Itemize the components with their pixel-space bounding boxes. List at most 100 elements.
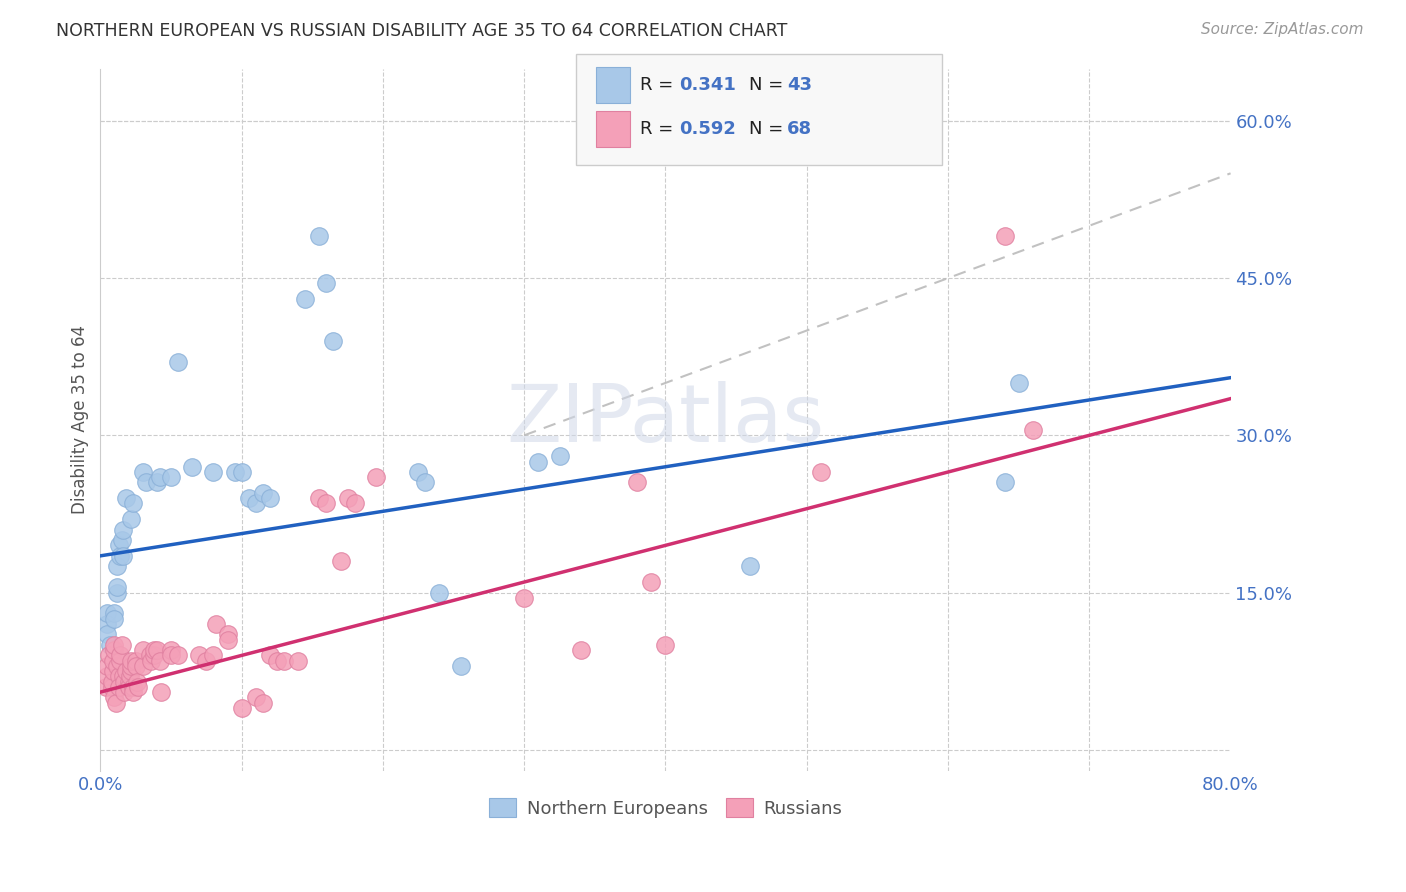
Point (527, 454, 550, 468)
Text: 0.341: 0.341 (679, 76, 735, 94)
Point (626, 475, 648, 490)
Point (259, 491, 281, 506)
Point (315, 277, 337, 291)
Point (329, 554, 352, 568)
Point (252, 696, 274, 710)
Point (238, 491, 260, 506)
Point (101, 664, 124, 678)
Point (217, 627, 239, 641)
Text: N =: N = (749, 76, 789, 94)
Point (112, 674, 135, 689)
Point (105, 585, 128, 599)
Point (111, 669, 134, 683)
Point (96, 659, 118, 673)
Point (245, 690, 267, 705)
Point (231, 701, 253, 715)
Text: 0.592: 0.592 (679, 120, 735, 138)
Point (654, 638, 676, 652)
Point (413, 475, 436, 490)
Point (118, 669, 141, 683)
Point (96, 617, 118, 632)
Point (188, 648, 211, 663)
Point (120, 512, 142, 526)
Point (111, 523, 134, 537)
Text: 43: 43 (787, 76, 813, 94)
Point (103, 612, 125, 626)
Point (96, 669, 118, 683)
Text: R =: R = (640, 120, 679, 138)
Point (143, 643, 166, 657)
Point (103, 638, 125, 652)
Point (110, 533, 132, 548)
Point (124, 659, 146, 673)
Point (146, 475, 169, 490)
Point (128, 680, 150, 694)
Text: ZIPatlas: ZIPatlas (506, 381, 824, 458)
Text: 68: 68 (787, 120, 813, 138)
Point (160, 648, 183, 663)
Point (96, 607, 118, 621)
Point (111, 549, 134, 563)
Point (273, 654, 295, 668)
Point (125, 674, 148, 689)
Point (104, 696, 127, 710)
Point (124, 654, 146, 668)
Point (112, 685, 135, 699)
Point (569, 643, 592, 657)
Point (810, 465, 832, 479)
Point (135, 475, 157, 490)
Point (150, 685, 173, 699)
Point (132, 659, 155, 673)
Y-axis label: Disability Age 35 to 64: Disability Age 35 to 64 (72, 325, 89, 514)
Point (105, 580, 128, 594)
Point (336, 491, 359, 506)
Point (114, 491, 136, 506)
Point (406, 465, 429, 479)
Point (308, 229, 330, 244)
Point (1022, 423, 1045, 437)
Point (105, 659, 128, 673)
Point (364, 470, 387, 484)
Point (315, 496, 337, 510)
Point (202, 465, 225, 479)
Point (108, 654, 131, 668)
Point (98, 638, 121, 652)
Point (429, 585, 451, 599)
Point (132, 465, 155, 479)
Point (450, 659, 472, 673)
Point (548, 450, 571, 464)
Point (322, 334, 344, 348)
Point (205, 617, 228, 632)
Point (245, 496, 267, 510)
Point (149, 654, 172, 668)
Legend: Northern Europeans, Russians: Northern Europeans, Russians (481, 791, 849, 825)
Point (224, 465, 246, 479)
Point (167, 648, 190, 663)
Point (640, 575, 662, 590)
Point (107, 538, 129, 552)
Text: N =: N = (749, 120, 789, 138)
Point (160, 470, 183, 484)
Point (121, 496, 143, 510)
Point (252, 486, 274, 500)
Point (149, 470, 172, 484)
Point (107, 680, 129, 694)
Point (105, 559, 128, 574)
Point (132, 643, 155, 657)
Point (108, 648, 131, 663)
Point (139, 648, 162, 663)
Point (117, 674, 139, 689)
Text: NORTHERN EUROPEAN VS RUSSIAN DISABILITY AGE 35 TO 64 CORRELATION CHART: NORTHERN EUROPEAN VS RUSSIAN DISABILITY … (56, 22, 787, 40)
Point (217, 632, 239, 647)
Point (94, 680, 117, 694)
Point (259, 648, 281, 663)
Point (120, 664, 142, 678)
Point (513, 591, 536, 605)
Point (120, 659, 142, 673)
Point (195, 654, 218, 668)
Point (308, 491, 330, 506)
Text: R =: R = (640, 76, 679, 94)
Point (231, 465, 253, 479)
Point (266, 654, 288, 668)
Point (141, 654, 163, 668)
